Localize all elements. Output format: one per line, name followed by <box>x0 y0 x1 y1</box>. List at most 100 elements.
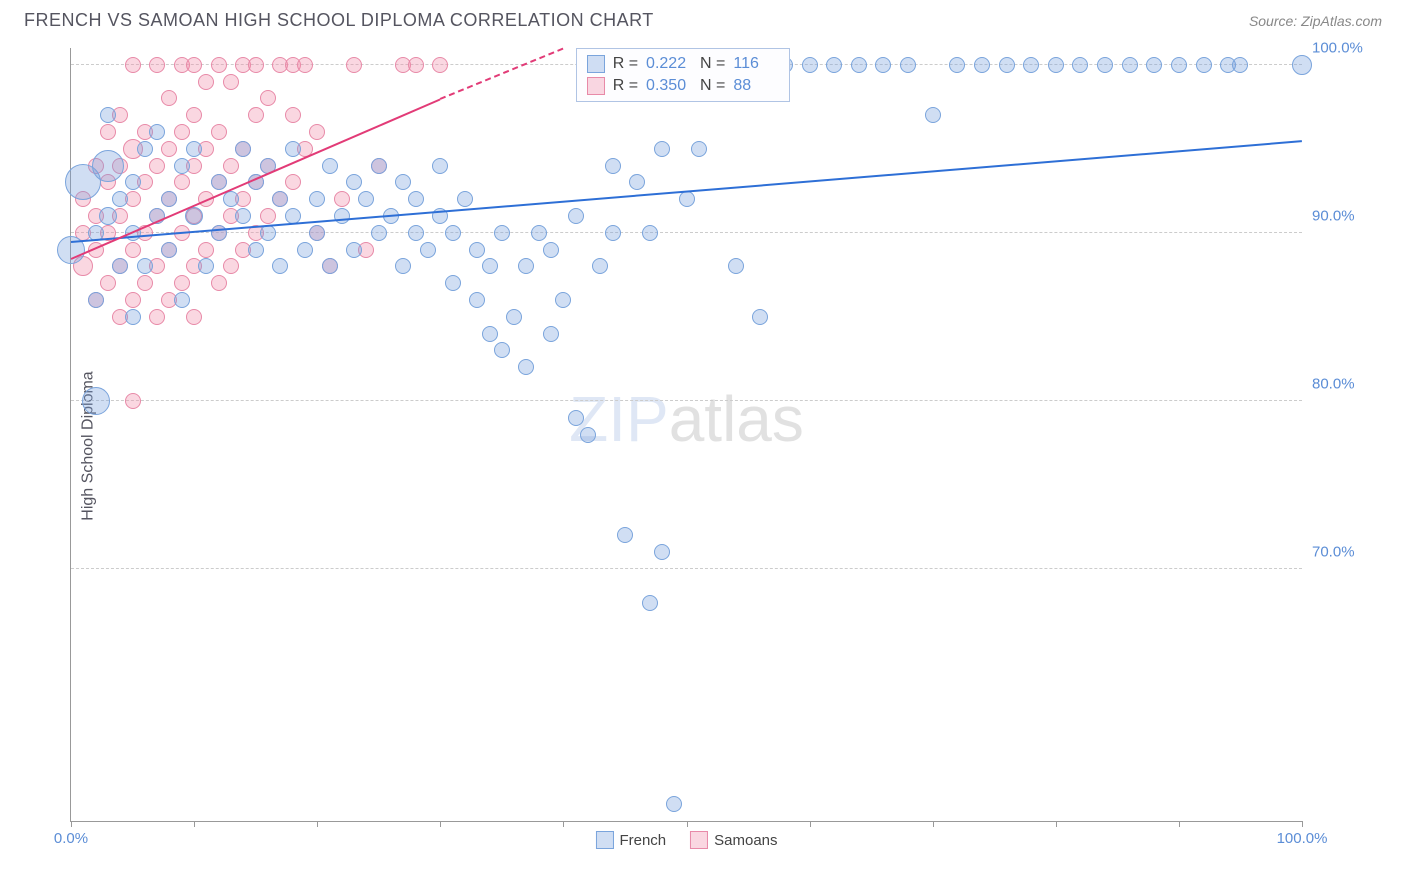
french-point <box>1023 57 1039 73</box>
samoans-point <box>408 57 424 73</box>
french-point <box>1196 57 1212 73</box>
stat-r-value: 0.350 <box>646 77 692 95</box>
french-point <box>297 242 313 258</box>
french-point <box>309 191 325 207</box>
french-point <box>408 225 424 241</box>
french-point <box>272 191 288 207</box>
french-point <box>605 225 621 241</box>
samoans-point <box>186 309 202 325</box>
samoans-point <box>334 191 350 207</box>
french-point <box>248 242 264 258</box>
samoans-point <box>211 124 227 140</box>
french-point <box>494 342 510 358</box>
chart-container: High School Diploma ZIPatlas 70.0%80.0%9… <box>24 40 1382 852</box>
x-tick <box>317 821 318 827</box>
french-point <box>482 258 498 274</box>
french-point <box>223 191 239 207</box>
x-tick <box>440 821 441 827</box>
source-label: Source: ZipAtlas.com <box>1249 13 1382 29</box>
french-point <box>580 427 596 443</box>
french-point <box>285 141 301 157</box>
french-point <box>272 258 288 274</box>
french-point <box>137 141 153 157</box>
french-point <box>161 242 177 258</box>
y-tick-label: 70.0% <box>1312 543 1372 560</box>
french-point <box>161 191 177 207</box>
samoans-point <box>309 124 325 140</box>
x-tick <box>687 821 688 827</box>
french-point <box>185 207 203 225</box>
french-point <box>654 141 670 157</box>
stat-n-label: N = <box>700 55 725 73</box>
french-point <box>137 258 153 274</box>
french-point <box>371 158 387 174</box>
french-point <box>851 57 867 73</box>
french-point <box>925 107 941 123</box>
french-point <box>112 191 128 207</box>
samoans-point <box>223 74 239 90</box>
french-point <box>125 309 141 325</box>
french-point <box>543 326 559 342</box>
x-tick <box>1056 821 1057 827</box>
french-point <box>371 225 387 241</box>
samoans-point <box>198 242 214 258</box>
french-point <box>211 225 227 241</box>
french-point <box>198 258 214 274</box>
samoans-point <box>100 275 116 291</box>
french-point <box>235 208 251 224</box>
stats-row-french: R =0.222N =116 <box>587 53 780 75</box>
french-point <box>432 158 448 174</box>
french-point <box>752 309 768 325</box>
french-point <box>494 225 510 241</box>
french-point <box>174 292 190 308</box>
french-point <box>518 359 534 375</box>
french-point <box>518 258 534 274</box>
french-point <box>358 191 374 207</box>
samoans-point <box>285 107 301 123</box>
french-swatch <box>587 55 605 73</box>
samoans-point <box>223 158 239 174</box>
x-tick <box>1179 821 1180 827</box>
french-point <box>322 158 338 174</box>
french-point <box>999 57 1015 73</box>
french-point <box>617 527 633 543</box>
watermark-atlas: atlas <box>669 383 804 455</box>
french-point <box>112 258 128 274</box>
french-point <box>629 174 645 190</box>
french-point <box>666 796 682 812</box>
stat-n-label: N = <box>700 77 725 95</box>
samoans-point <box>260 90 276 106</box>
samoans-point <box>125 393 141 409</box>
french-point <box>1048 57 1064 73</box>
french-point <box>555 292 571 308</box>
gridline <box>71 568 1302 569</box>
x-tick <box>933 821 934 827</box>
french-point <box>568 410 584 426</box>
french-point <box>1232 57 1248 73</box>
french-point <box>1171 57 1187 73</box>
french-point <box>728 258 744 274</box>
french-point <box>802 57 818 73</box>
french-point <box>420 242 436 258</box>
samoans-point <box>198 74 214 90</box>
french-point <box>1097 57 1113 73</box>
stat-r-value: 0.222 <box>646 55 692 73</box>
french-point <box>482 326 498 342</box>
french-point <box>1292 55 1312 75</box>
french-point <box>1122 57 1138 73</box>
samoans-swatch <box>587 77 605 95</box>
french-point <box>346 174 362 190</box>
plot-area: ZIPatlas 70.0%80.0%90.0%100.0%0.0%100.0%… <box>70 48 1302 822</box>
samoans-point <box>125 57 141 73</box>
samoans-point <box>149 309 165 325</box>
samoans-point <box>100 124 116 140</box>
watermark-zip: ZIP <box>569 383 669 455</box>
french-point <box>568 208 584 224</box>
french-point <box>445 275 461 291</box>
french-point <box>395 258 411 274</box>
french-point <box>99 207 117 225</box>
french-legend-swatch <box>595 831 613 849</box>
french-point <box>149 124 165 140</box>
x-tick <box>1302 821 1303 827</box>
french-point <box>457 191 473 207</box>
